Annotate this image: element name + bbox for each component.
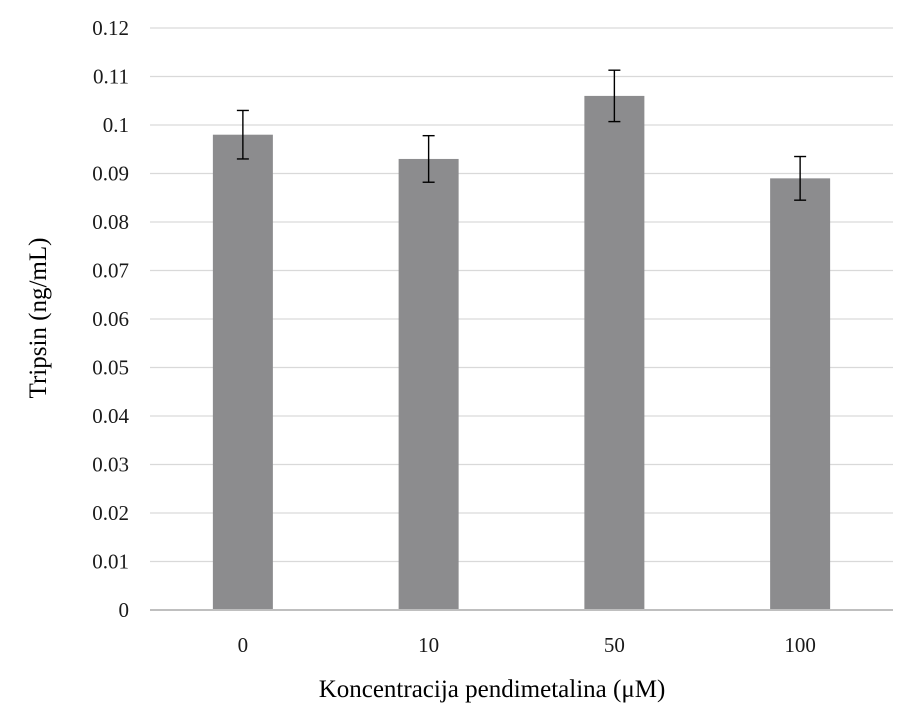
bar-100 [770,178,831,610]
x-tick-label: 10 [418,633,439,657]
bar-50 [584,95,645,610]
x-tick-label: 0 [238,633,249,657]
error-bar-50 [608,69,621,123]
y-tick-label: 0.08 [92,210,129,234]
y-tick-label: 0.12 [92,16,129,40]
y-tick-label: 0.04 [92,404,129,428]
y-tick-label: 0.02 [92,501,129,525]
y-tick-label: 0.01 [92,550,129,574]
bar-10 [398,158,459,610]
x-tick-label: 100 [784,633,816,657]
error-bars [236,69,807,201]
bar-0 [212,134,273,610]
y-tick-label: 0.07 [92,259,129,283]
y-axis-ticks: 0 0.01 0.02 0.03 0.04 0.05 0.06 0.07 0.08 0.09 0.1… [92,16,129,622]
y-axis-title: Tripsin (ng/mL) [25,238,52,399]
error-bar-10 [422,134,435,183]
x-axis-title: Koncentracija pendimetalina (μM) [319,676,666,703]
y-tick-label: 0.03 [92,453,129,477]
x-tick-label: 50 [604,633,625,657]
gridlines [150,27,893,563]
error-bar-100 [794,155,807,201]
y-tick-label: 0.06 [92,307,129,331]
bars [212,95,831,610]
error-bar-0 [236,109,249,160]
x-axis-ticks: 0 10 50 100 [238,633,816,657]
y-tick-label: 0 [119,598,130,622]
y-tick-label: 0.05 [92,356,129,380]
y-tick-label: 0.1 [103,113,129,137]
y-tick-label: 0.11 [93,65,129,89]
y-tick-label: 0.09 [92,162,129,186]
